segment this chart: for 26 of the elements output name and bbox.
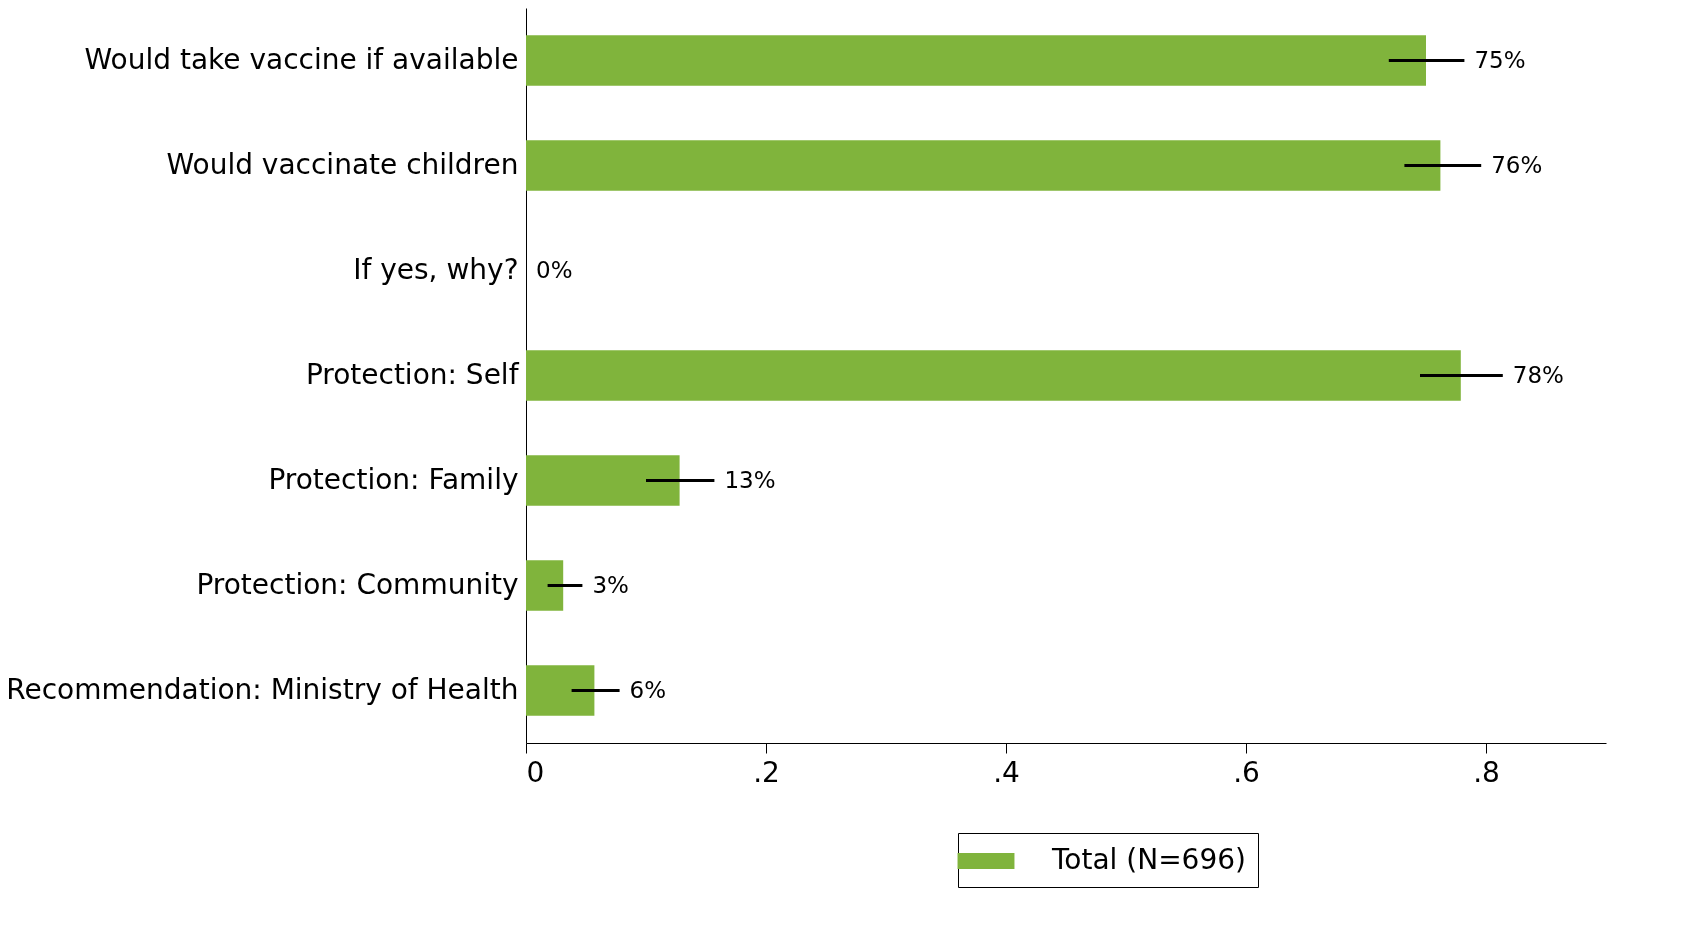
x-tick-label: 0 — [526, 755, 545, 789]
y-tick-label: If yes, why? — [353, 252, 519, 286]
x-tick-label: .2 — [753, 755, 780, 789]
bar — [526, 35, 1426, 86]
data-label: 0% — [536, 256, 573, 283]
y-tick-label: Protection: Family — [268, 462, 519, 496]
data-label: 76% — [1491, 151, 1543, 178]
bar — [526, 350, 1461, 401]
y-tick-label: Protection: Community — [196, 567, 519, 601]
x-tick-label: .4 — [993, 755, 1020, 789]
y-tick-label: Would take vaccine if available — [84, 42, 519, 76]
legend-label: Total (N=696) — [1051, 843, 1246, 876]
x-tick-label: .6 — [1233, 755, 1260, 789]
data-label: 75% — [1474, 46, 1526, 73]
bar — [526, 455, 680, 506]
bar — [526, 560, 564, 611]
y-tick-label: Protection: Self — [305, 357, 520, 391]
data-label: 13% — [724, 466, 776, 493]
data-label: 3% — [592, 571, 629, 598]
x-tick-label: .8 — [1473, 755, 1500, 789]
y-tick-label: Recommendation: Ministry of Health — [6, 672, 519, 706]
data-label: 6% — [629, 676, 667, 703]
bar — [526, 665, 595, 716]
bar — [526, 140, 1441, 191]
y-tick-label: Would vaccinate children — [166, 147, 519, 181]
data-label: 78% — [1512, 361, 1564, 388]
